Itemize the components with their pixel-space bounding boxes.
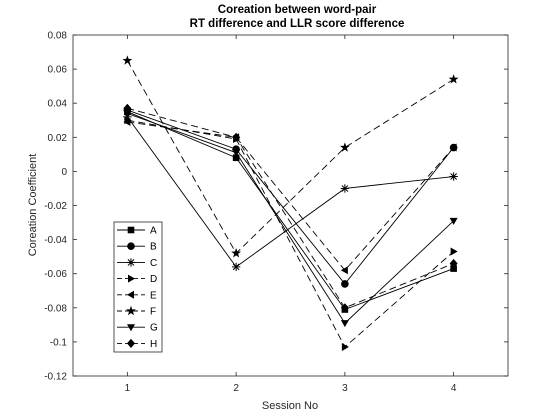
y-tick-label: 0.04 — [48, 99, 68, 110]
series-line — [127, 111, 454, 311]
series-line — [126, 60, 454, 254]
legend-label: G — [150, 323, 158, 334]
series-g — [123, 110, 458, 328]
tick-layer: 1 2 3 4 0.08 0.06 0.04 0.02 0 -0.02 -0.04 -0.06 -0.0… — [44, 31, 508, 394]
y-tick-label: -0.02 — [44, 201, 67, 212]
series-line — [127, 107, 454, 309]
x-tick-label: 1 — [125, 383, 131, 394]
legend-entry: E — [117, 290, 157, 301]
asterisk-stroke — [341, 185, 349, 192]
legend-entry: B — [117, 242, 157, 253]
data-point-triangle-down — [123, 110, 132, 118]
legend-entry: C — [117, 258, 157, 269]
data-point-asterisk — [449, 172, 458, 181]
y-tick-label: 0.02 — [48, 133, 68, 144]
data-point-triangle-down — [449, 217, 458, 225]
data-point-triangle-right — [450, 247, 458, 256]
legend-entry: H — [117, 338, 157, 350]
y-tick-label: -0.1 — [50, 337, 68, 348]
x-tick-label: 2 — [233, 383, 239, 394]
legend-entry: G — [117, 323, 158, 334]
legend-marker-triangle-right — [128, 274, 135, 283]
data-point-triangle-down — [340, 320, 349, 328]
data-point-diamond — [232, 132, 241, 142]
data-point-triangle-down — [232, 149, 241, 157]
y-tick-label: -0.12 — [44, 372, 67, 383]
asterisk-stroke — [127, 259, 135, 266]
legend-label: D — [150, 274, 157, 285]
series-h — [123, 103, 458, 313]
y-tick-label: -0.08 — [44, 303, 67, 314]
data-point-pentagram — [231, 248, 242, 258]
legend-entry: D — [117, 274, 157, 285]
data-point-diamond — [340, 303, 349, 313]
y-tick-label: -0.06 — [44, 269, 67, 280]
y-tick-label: 0.08 — [48, 31, 68, 42]
x-tick-label: 3 — [342, 383, 348, 394]
legend-label: E — [150, 290, 157, 301]
data-point-triangle-left — [449, 143, 457, 152]
x-axis-label: Session No — [262, 400, 318, 412]
data-point-diamond — [449, 258, 458, 269]
y-tick-label: 0.06 — [48, 65, 68, 76]
series-line — [127, 116, 454, 268]
series-f — [122, 55, 459, 258]
legend-marker-asterisk — [126, 258, 136, 267]
series-layer — [122, 55, 459, 352]
legend-marker-square — [127, 226, 135, 234]
y-tick-label: 0 — [61, 167, 67, 178]
legend-box — [113, 221, 163, 353]
data-point-pentagram — [448, 74, 459, 84]
series-line — [127, 119, 454, 348]
data-point-pentagram — [122, 55, 133, 65]
legend-label: H — [150, 339, 157, 350]
legend-entry: F — [117, 305, 156, 318]
legend-label: C — [150, 258, 157, 269]
data-point-square — [232, 154, 240, 162]
asterisk-stroke — [232, 263, 240, 271]
legend-marker-triangle-down — [127, 324, 135, 332]
chart-title: Coreation between word-pair — [218, 4, 377, 16]
data-point-square — [450, 265, 457, 272]
legend-marker-triangle-left — [127, 290, 134, 299]
chart-subtitle: RT difference and LLR score difference — [190, 18, 405, 30]
data-point-diamond — [123, 103, 132, 113]
data-point-circle — [341, 280, 349, 288]
data-point-asterisk — [340, 184, 350, 193]
asterisk-stroke — [450, 173, 458, 180]
data-point-asterisk — [231, 262, 241, 272]
series-line — [127, 121, 454, 271]
data-point-triangle-right — [341, 343, 349, 352]
y-axis-label: Coreation Coefficient — [27, 154, 39, 257]
legend-label: F — [150, 307, 156, 318]
legend-label: B — [150, 242, 157, 253]
data-point-triangle-left — [340, 266, 348, 275]
series-line — [127, 113, 454, 324]
y-tick-label: -0.04 — [44, 235, 67, 246]
legend-entry: A — [117, 226, 157, 237]
x-tick-label: 4 — [451, 383, 457, 394]
legend-label: A — [150, 226, 157, 237]
data-point-pentagram — [339, 142, 350, 152]
legend-marker-pentagram — [126, 305, 136, 316]
legend-marker-circle — [127, 242, 135, 250]
legend-marker-diamond — [127, 338, 135, 348]
data-point-triangle-left — [123, 117, 131, 126]
